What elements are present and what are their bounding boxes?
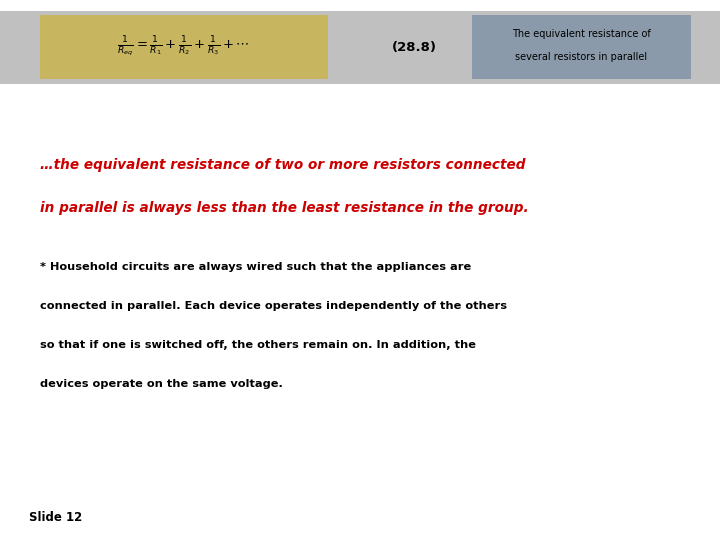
FancyBboxPatch shape	[472, 15, 691, 79]
FancyBboxPatch shape	[0, 11, 720, 84]
Text: connected in parallel. Each device operates independently of the others: connected in parallel. Each device opera…	[40, 301, 507, 311]
FancyBboxPatch shape	[40, 15, 328, 79]
Text: so that if one is switched off, the others remain on. In addition, the: so that if one is switched off, the othe…	[40, 340, 476, 350]
Text: several resistors in parallel: several resistors in parallel	[516, 52, 647, 62]
Text: * Household circuits are always wired such that the appliances are: * Household circuits are always wired su…	[40, 262, 471, 272]
Text: (28.8): (28.8)	[392, 40, 436, 54]
Text: in parallel is always less than the least resistance in the group.: in parallel is always less than the leas…	[40, 201, 528, 215]
Text: Slide 12: Slide 12	[29, 511, 82, 524]
Text: $\frac{1}{R_{eq}} = \frac{1}{R_1} + \frac{1}{R_2} + \frac{1}{R_3} + \cdots$: $\frac{1}{R_{eq}} = \frac{1}{R_1} + \fra…	[117, 35, 250, 59]
Text: …the equivalent resistance of two or more resistors connected: …the equivalent resistance of two or mor…	[40, 158, 525, 172]
Text: The equivalent resistance of: The equivalent resistance of	[512, 29, 651, 39]
Text: devices operate on the same voltage.: devices operate on the same voltage.	[40, 379, 282, 389]
